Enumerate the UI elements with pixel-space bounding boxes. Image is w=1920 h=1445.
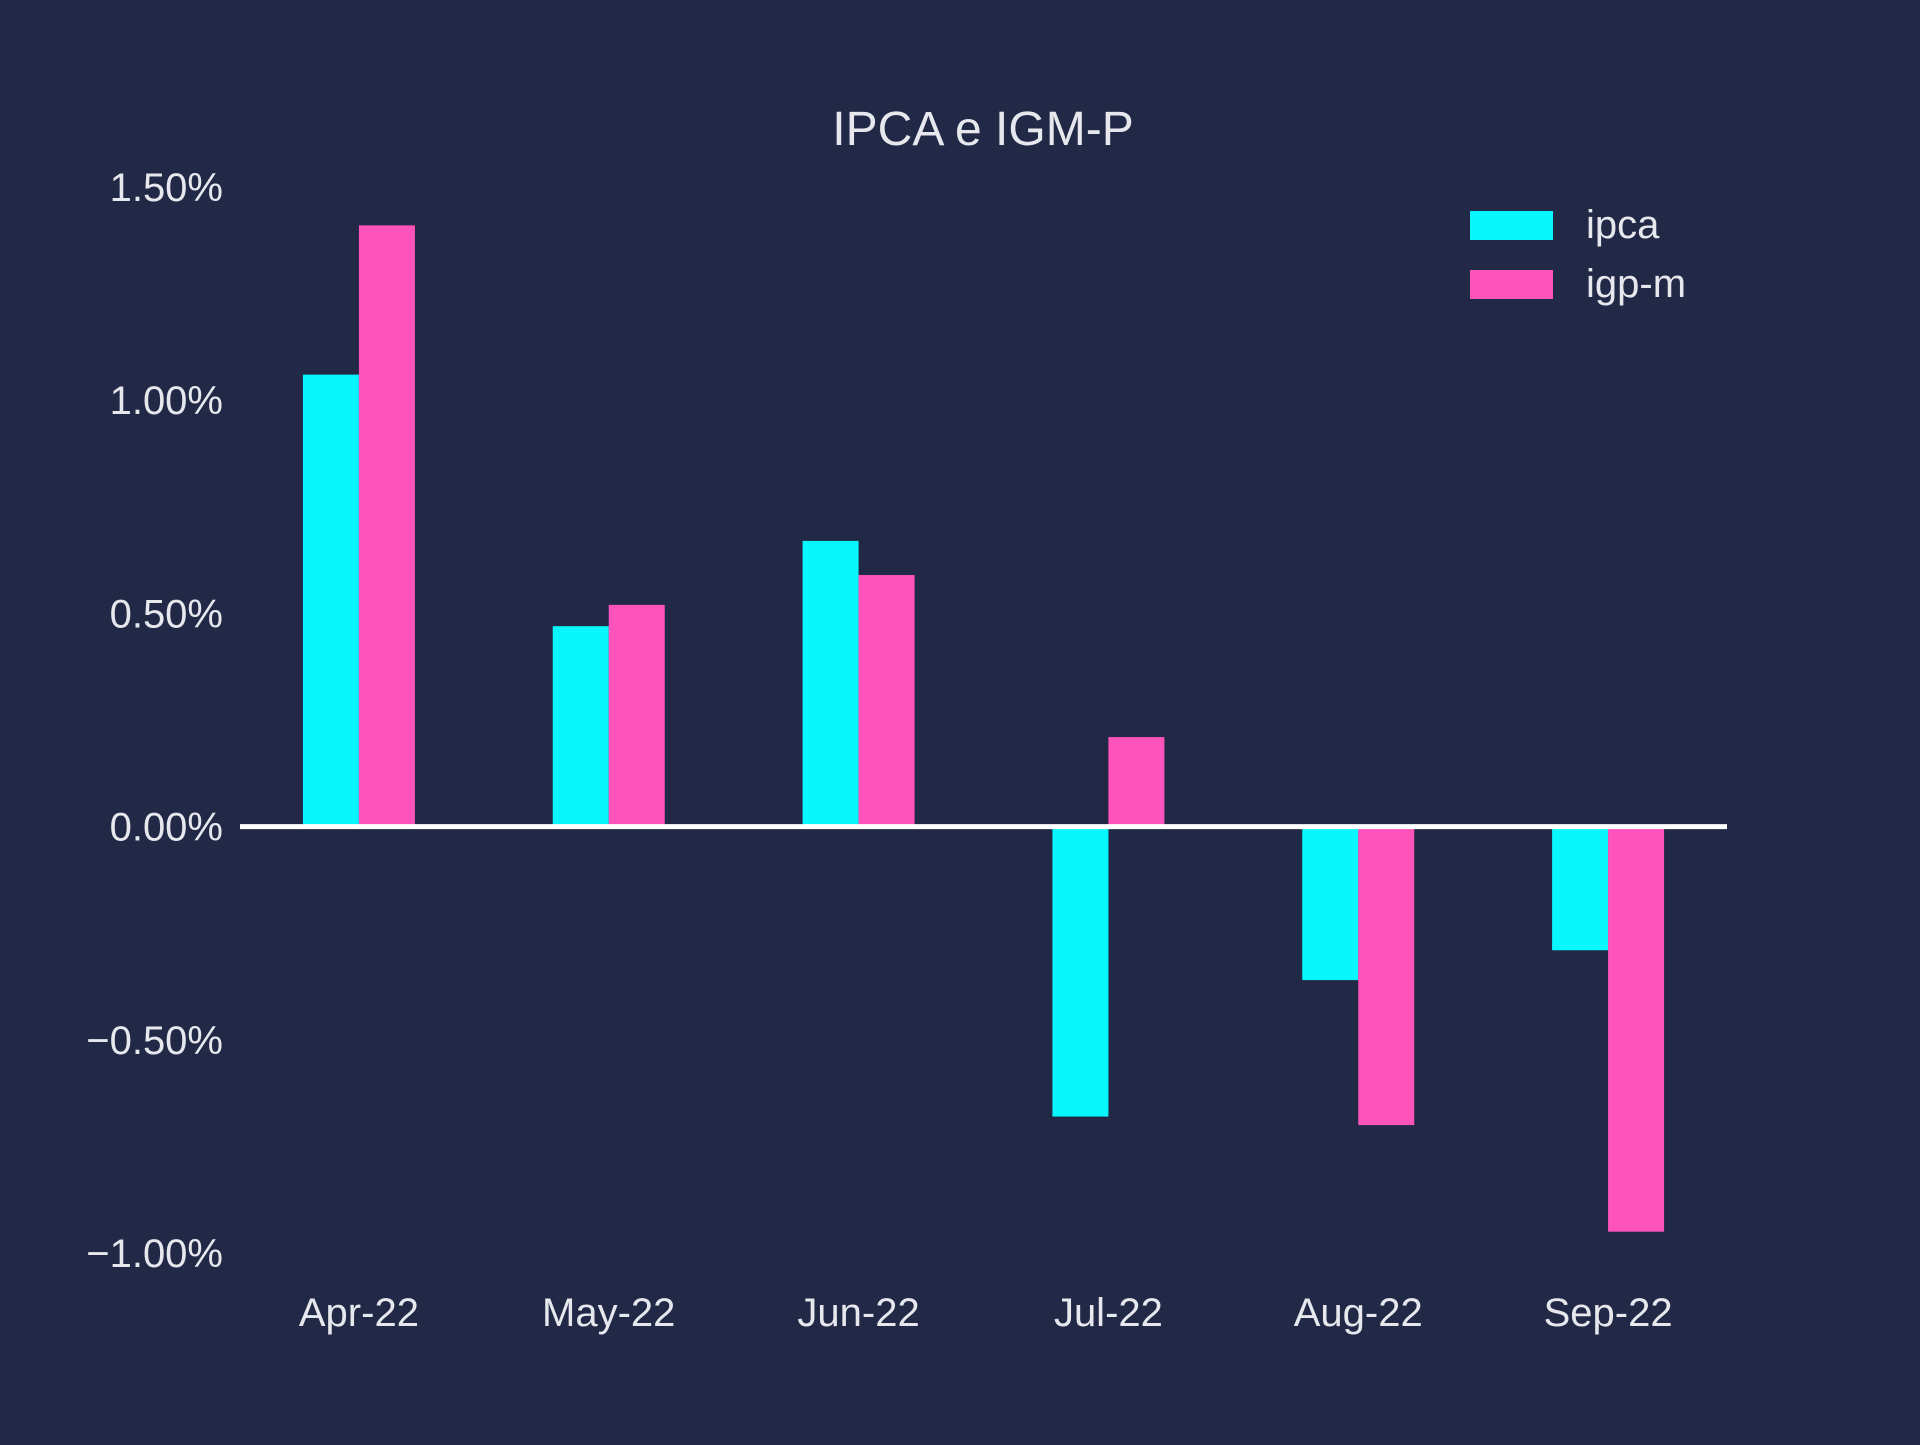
bars	[302, 225, 1665, 1232]
y-tick-label: 0.50%	[110, 592, 223, 636]
bar-ipca-aug-22	[1302, 826, 1359, 981]
x-tick-label: Apr-22	[299, 1291, 419, 1335]
x-axis-ticks: Apr-22 May-22 Jun-22 Jul-22 Aug-22 Sep-22	[299, 1291, 1673, 1335]
x-tick-label: Sep-22	[1544, 1291, 1673, 1335]
legend-swatch-igp-m	[1470, 270, 1553, 299]
bar-ipca-may-22	[552, 626, 609, 827]
x-tick-label: Aug-22	[1294, 1291, 1423, 1335]
bar-igp-m-jul-22	[1108, 737, 1165, 827]
chart-title: IPCA e IGM-P	[832, 103, 1133, 156]
y-tick-label: −0.50%	[86, 1019, 223, 1063]
y-tick-label: 0.00%	[110, 806, 223, 850]
x-tick-label: May-22	[542, 1291, 675, 1335]
legend-label-ipca: ipca	[1586, 203, 1660, 247]
bar-igp-m-sep-22	[1608, 826, 1665, 1232]
bar-ipca-sep-22	[1552, 826, 1609, 951]
bar-ipca-apr-22	[302, 374, 359, 827]
x-tick-label: Jun-22	[797, 1291, 919, 1335]
y-tick-label: −1.00%	[86, 1232, 223, 1276]
bar-ipca-jul-22	[1052, 826, 1109, 1117]
x-tick-label: Jul-22	[1054, 1291, 1163, 1335]
y-tick-label: 1.00%	[110, 379, 223, 423]
bar-igp-m-aug-22	[1358, 826, 1415, 1126]
legend-label-igp-m: igp-m	[1586, 262, 1686, 306]
bar-igp-m-apr-22	[358, 225, 415, 827]
y-tick-label: 1.50%	[110, 166, 223, 210]
y-axis-ticks: −1.00% −0.50% 0.00% 0.50% 1.00% 1.50%	[86, 166, 223, 1276]
bar-igp-m-jun-22	[858, 575, 915, 827]
bar-igp-m-may-22	[608, 604, 665, 827]
legend-swatch-ipca	[1470, 211, 1553, 240]
legend: ipca igp-m	[1470, 203, 1686, 306]
bar-ipca-jun-22	[802, 540, 859, 827]
